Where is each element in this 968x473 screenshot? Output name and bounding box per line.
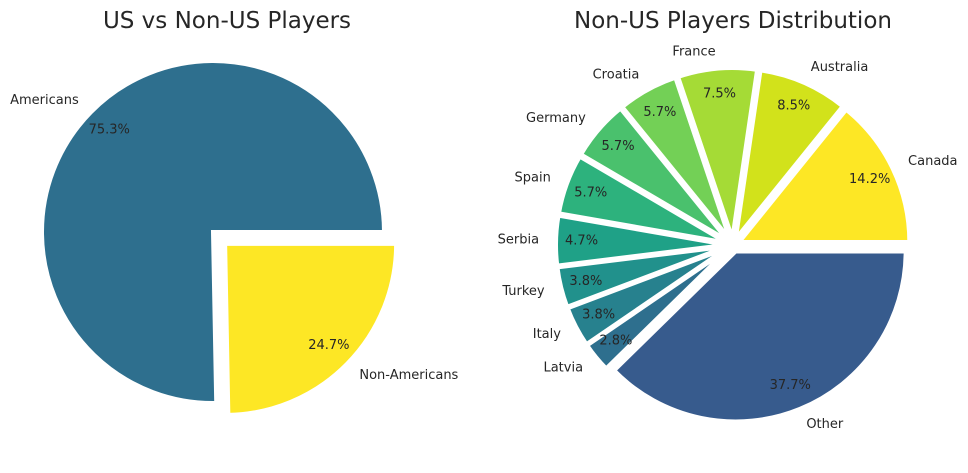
slice-label-france: France <box>672 44 715 59</box>
pct-label-italy: 3.8% <box>582 307 615 322</box>
pie-slice-australia <box>732 68 846 246</box>
pie-chart-us-vs-non-us: US vs Non-US Players Americans 75.3% Non-A… <box>10 8 459 417</box>
pct-label-latvia: 2.8% <box>599 334 632 349</box>
pie-slice-croatia <box>619 75 732 241</box>
pct-label-germany: 5.7% <box>602 139 635 154</box>
slice-label-serbia: Serbia <box>498 233 539 248</box>
slice-label-turkey: Turkey <box>501 284 545 299</box>
pct-label-france: 7.5% <box>703 87 736 102</box>
pct-label-croatia: 5.7% <box>643 105 676 120</box>
pct-label-canada: 14.2% <box>849 172 890 187</box>
slice-label-spain: Spain <box>515 171 551 186</box>
slice-label-americans: Americans <box>10 93 79 108</box>
pie-slice-americans <box>40 59 387 405</box>
slice-label-australia: Australia <box>811 60 869 75</box>
slice-label-non-americans: Non-Americans <box>359 368 458 383</box>
pie-slice-germany <box>578 105 730 243</box>
pct-label-spain: 5.7% <box>574 185 607 200</box>
pct-label-americans: 75.3% <box>89 123 130 138</box>
pie-slice-non-americans <box>223 241 399 417</box>
slice-label-canada: Canada <box>908 154 957 169</box>
slice-label-italy: Italy <box>533 327 562 342</box>
chart-title-left: US vs Non-US Players <box>103 8 351 34</box>
pie-slice-france <box>675 66 760 239</box>
slice-label-germany: Germany <box>526 111 586 126</box>
pct-label-serbia: 4.7% <box>565 234 598 249</box>
pct-label-turkey: 3.8% <box>569 274 602 289</box>
pie-slice-latvia <box>584 247 729 372</box>
pie-chart-non-us-distribution: Non-US Players Distribution Canada 14.2% A… <box>498 8 958 432</box>
chart-title-right: Non-US Players Distribution <box>574 8 892 34</box>
pct-label-australia: 8.5% <box>777 99 810 114</box>
pie-slice-spain <box>556 153 728 245</box>
pie-slice-other <box>611 249 908 424</box>
pct-label-other: 37.7% <box>770 378 811 393</box>
slice-label-other: Other <box>806 417 844 432</box>
pct-label-non-americans: 24.7% <box>308 338 349 353</box>
slice-label-croatia: Croatia <box>593 68 640 83</box>
slice-label-latvia: Latvia <box>543 361 583 376</box>
pie-slice-canada <box>735 106 912 244</box>
